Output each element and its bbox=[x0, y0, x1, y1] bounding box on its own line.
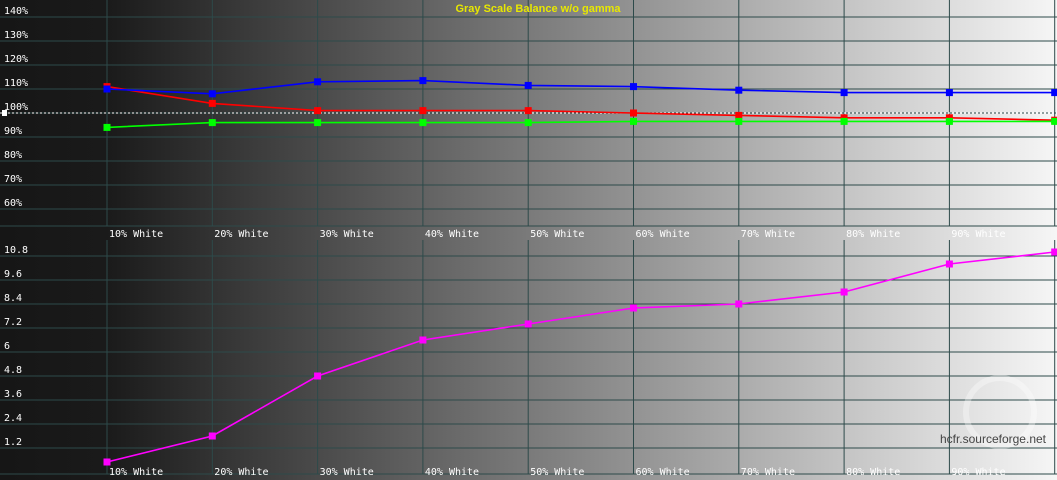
balance-x-tick-label: 50% White bbox=[530, 229, 584, 240]
balance-y-tick-label: 130% bbox=[4, 30, 28, 41]
balance-green-point bbox=[735, 117, 743, 125]
watermark-text: hcfr.sourceforge.net bbox=[940, 432, 1047, 446]
delta-x-tick-label: 70% White bbox=[741, 467, 795, 478]
balance-red-point bbox=[524, 107, 532, 115]
balance-red-point bbox=[630, 109, 637, 117]
balance-green-point bbox=[630, 117, 637, 125]
delta-magenta-point bbox=[419, 336, 427, 344]
delta-magenta-point bbox=[1051, 248, 1057, 256]
balance-y-tick-label: 80% bbox=[4, 150, 22, 161]
balance-green-point bbox=[103, 123, 111, 131]
balance-x-tick-label: 10% White bbox=[109, 229, 163, 240]
balance-reference-marker bbox=[2, 110, 7, 116]
delta-x-tick-label: 90% White bbox=[951, 467, 1005, 478]
delta-x-tick-label: 80% White bbox=[846, 467, 900, 478]
delta-magenta-series-line bbox=[106, 251, 1055, 463]
watermark-logo bbox=[963, 375, 1037, 449]
balance-blue-point bbox=[208, 90, 216, 98]
balance-green-point bbox=[1051, 117, 1057, 125]
delta-y-tick-label: 6 bbox=[4, 341, 10, 352]
balance-green-point bbox=[524, 119, 532, 127]
balance-blue-point bbox=[840, 89, 848, 97]
delta-y-tick-label: 7.2 bbox=[4, 317, 22, 328]
balance-y-tick-label: 110% bbox=[4, 78, 28, 89]
delta-magenta-point bbox=[524, 320, 532, 328]
delta-magenta-point bbox=[945, 260, 953, 268]
delta-y-tick-label: 3.6 bbox=[4, 389, 22, 400]
balance-x-tick-label: 30% White bbox=[320, 229, 374, 240]
balance-red-series-line bbox=[106, 85, 1055, 121]
balance-x-tick-label: 20% White bbox=[214, 229, 268, 240]
delta-x-tick-label: 10% White bbox=[109, 467, 163, 478]
balance-x-tick-label: 60% White bbox=[636, 229, 690, 240]
balance-green-point bbox=[314, 119, 322, 127]
delta-x-tick-label: 30% White bbox=[320, 467, 374, 478]
delta-y-tick-label: 10.8 bbox=[4, 245, 28, 256]
delta-y-tick-label: 9.6 bbox=[4, 269, 22, 280]
balance-green-series-line bbox=[106, 120, 1055, 129]
balance-x-tick-label: 40% White bbox=[425, 229, 479, 240]
balance-green-point bbox=[945, 117, 953, 125]
balance-blue-point bbox=[1051, 89, 1057, 97]
balance-red-point bbox=[208, 99, 216, 107]
delta-magenta-point bbox=[630, 304, 637, 312]
chart-title: Gray Scale Balance w/o gamma bbox=[455, 3, 621, 15]
balance-red-point bbox=[735, 111, 743, 119]
delta-magenta-point bbox=[735, 300, 743, 308]
balance-blue-point bbox=[524, 81, 532, 89]
balance-y-tick-label: 140% bbox=[4, 6, 28, 17]
balance-y-tick-label: 60% bbox=[4, 198, 22, 209]
balance-red-point bbox=[314, 107, 322, 115]
balance-blue-point bbox=[630, 83, 637, 91]
delta-magenta-point bbox=[103, 458, 111, 466]
delta-x-tick-label: 40% White bbox=[425, 467, 479, 478]
balance-red-point bbox=[840, 114, 848, 122]
delta-magenta-point bbox=[208, 432, 216, 440]
balance-x-tick-label: 70% White bbox=[741, 229, 795, 240]
delta-y-tick-label: 4.8 bbox=[4, 365, 22, 376]
delta-y-tick-label: 2.4 bbox=[4, 413, 22, 424]
balance-blue-point bbox=[103, 85, 111, 93]
balance-y-tick-label: 70% bbox=[4, 174, 22, 185]
delta-x-tick-label: 60% White bbox=[636, 467, 690, 478]
balance-y-tick-label: 100% bbox=[4, 102, 28, 113]
labels-layer: 140% 130% 120% 110% 100% 90% 80% 70% 60% 10% Whit… bbox=[4, 6, 1006, 478]
balance-blue-point bbox=[735, 86, 743, 94]
balance-green-point bbox=[840, 117, 848, 125]
balance-blue-point bbox=[419, 77, 427, 85]
balance-x-tick-label: 90% White bbox=[951, 229, 1005, 240]
balance-red-point bbox=[945, 114, 953, 122]
series-layer bbox=[103, 77, 1057, 466]
delta-magenta-point bbox=[314, 372, 322, 380]
delta-magenta-point bbox=[840, 288, 848, 296]
balance-blue-series-line bbox=[106, 79, 1055, 95]
delta-y-tick-label: 1.2 bbox=[4, 437, 22, 448]
balance-y-tick-label: 90% bbox=[4, 126, 22, 137]
balance-blue-point bbox=[314, 78, 322, 86]
balance-y-tick-label: 120% bbox=[4, 54, 28, 65]
balance-red-point bbox=[419, 107, 427, 115]
delta-x-tick-label: 20% White bbox=[214, 467, 268, 478]
delta-y-tick-label: 8.4 bbox=[4, 293, 22, 304]
balance-green-point bbox=[208, 119, 216, 127]
balance-x-tick-label: 80% White bbox=[846, 229, 900, 240]
watermark: hcfr.sourceforge.net bbox=[940, 375, 1047, 449]
delta-x-tick-label: 50% White bbox=[530, 467, 584, 478]
balance-blue-point bbox=[945, 89, 953, 97]
balance-green-point bbox=[419, 119, 427, 127]
